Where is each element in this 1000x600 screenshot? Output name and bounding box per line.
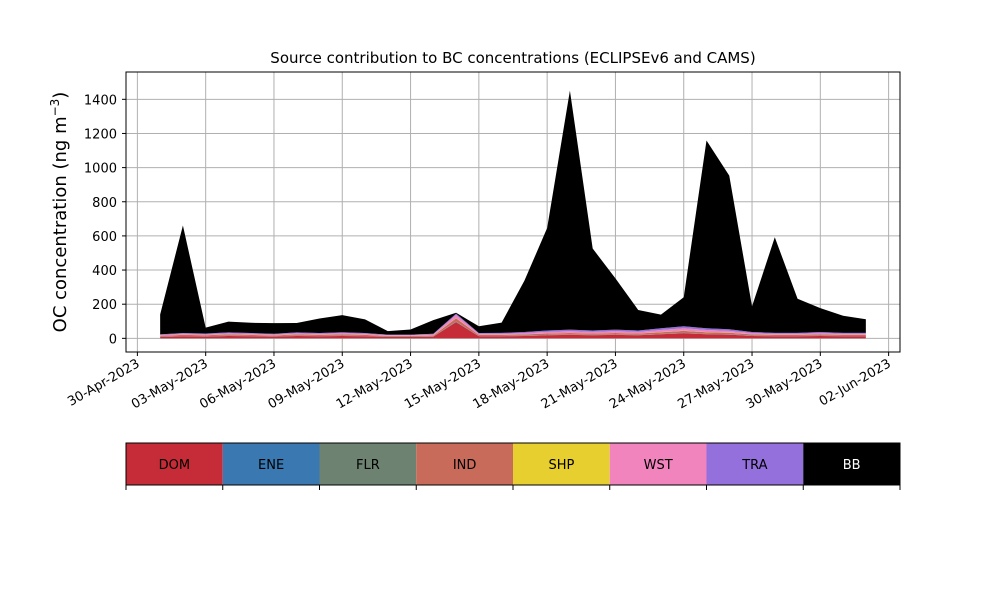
legend-swatch-tra [706, 443, 804, 485]
legend-label-flr: FLR [356, 458, 380, 473]
y-tick-label: 400 [92, 264, 117, 279]
x-tick-label: 27-May-2023 [675, 356, 757, 412]
x-tick-label: 12-May-2023 [334, 356, 416, 412]
x-tick-label: 03-May-2023 [129, 356, 211, 412]
legend-label-shp: SHP [548, 458, 574, 473]
y-axis-label-main: OC concentration (ng m [50, 116, 71, 332]
legend-label-ene: ENE [258, 458, 284, 473]
area-bb [160, 90, 866, 335]
y-tick-label: 600 [92, 230, 117, 245]
legend-swatch-ind [416, 443, 513, 485]
legend-label-ind: IND [453, 458, 477, 473]
legend-swatch-bb [803, 443, 900, 485]
legend-label-bb: BB [843, 458, 861, 473]
y-tick-label: 800 [92, 196, 117, 211]
axes-frame [125, 71, 901, 353]
area-tra [160, 313, 866, 336]
x-tick-label: 15-May-2023 [402, 356, 484, 412]
legend-swatch-dom [126, 443, 223, 485]
y-axis-label-exponent: −3 [48, 99, 62, 117]
stacked-area-series [160, 90, 866, 339]
y-axis-ticks: 0 200 400 600 800 1000 1200 1400 [84, 93, 126, 347]
area-wst [160, 314, 866, 336]
plot-area: 0 200 400 600 800 1000 1200 1400 30-Apr-202303-… [65, 71, 901, 412]
y-tick-label: 0 [109, 332, 117, 347]
area-ind [160, 318, 866, 337]
x-tick-label: 18-May-2023 [470, 356, 552, 412]
x-axis-ticks: 30-Apr-202303-May-202306-May-202309-May-… [65, 352, 894, 412]
y-tick-label: 200 [92, 298, 117, 313]
legend-label-wst: WST [644, 458, 673, 473]
legend-label-dom: DOM [159, 458, 190, 473]
y-axis-label: OC concentration (ng m−3) [48, 92, 71, 333]
y-tick-label: 1200 [84, 127, 117, 142]
y-tick-label: 1400 [84, 93, 117, 108]
x-tick-label: 21-May-2023 [539, 356, 621, 412]
grid-lines [126, 72, 900, 352]
x-tick-label: 30-May-2023 [744, 356, 826, 412]
area-dom [160, 322, 866, 339]
legend-swatch-flr [319, 443, 417, 485]
x-tick-label: 02-Jun-2023 [817, 356, 894, 409]
x-tick-label: 06-May-2023 [197, 356, 279, 412]
chart-title: Source contribution to BC concentrations… [270, 49, 755, 67]
x-tick-label: 09-May-2023 [266, 356, 348, 412]
legend-swatch-shp [513, 443, 610, 485]
y-axis-label-end: ) [50, 92, 71, 99]
y-tick-label: 1000 [84, 162, 117, 177]
legend: DOM ENE FLR IND SHP WST TRA BB [125, 442, 901, 490]
x-tick-label: 24-May-2023 [607, 356, 689, 412]
legend-swatch-ene [222, 443, 320, 485]
legend-swatch-wst [609, 443, 707, 485]
legend-label-tra: TRA [741, 458, 767, 473]
